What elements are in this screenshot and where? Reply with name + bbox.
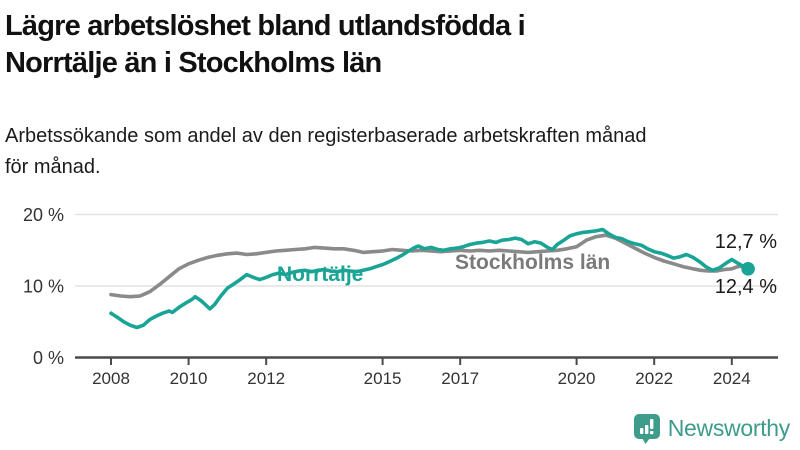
series-label-norrtalje: Norrtälje bbox=[277, 263, 363, 286]
newsworthy-bars-icon bbox=[633, 414, 660, 444]
x-tick-label-2012: 2012 bbox=[247, 369, 285, 388]
x-tick-label-2022: 2022 bbox=[635, 369, 673, 388]
y-tick-label-20: 20 % bbox=[23, 205, 64, 225]
x-tick-label-2024: 2024 bbox=[713, 369, 751, 388]
chart-title-line1: Lägre arbetslöshet bland utlandsfödda i bbox=[5, 10, 526, 42]
chart-title-line2: Norrtälje än i Stockholms län bbox=[5, 47, 382, 79]
chart-subtitle: Arbetssökande som andel av den registerb… bbox=[5, 121, 795, 183]
end-value-label-stockholm: 12,7 % bbox=[715, 231, 777, 253]
newsworthy-logo[interactable]: Newsworthy bbox=[633, 413, 790, 444]
chart-subtitle-line1: Arbetssökande som andel av den registerb… bbox=[5, 125, 647, 147]
series-end-dot-norrtalje bbox=[741, 262, 755, 276]
y-tick-label-10: 10 % bbox=[23, 277, 64, 297]
x-tick-label-2020: 2020 bbox=[558, 369, 596, 388]
y-tick-label-0: 0 % bbox=[33, 348, 64, 368]
chart-subtitle-line2: för månad. bbox=[5, 156, 101, 178]
series-line-norrtalje bbox=[109, 227, 750, 330]
newsworthy-logo-text: Newsworthy bbox=[667, 415, 791, 441]
series-label-stockholm: Stockholms län bbox=[455, 251, 610, 274]
chart-title: Lägre arbetslöshet bland utlandsfödda i … bbox=[5, 8, 775, 82]
x-tick-label-2015: 2015 bbox=[364, 369, 402, 388]
end-value-label-norrtalje: 12,4 % bbox=[715, 276, 777, 298]
series-line-stockholm bbox=[109, 233, 750, 299]
x-tick-label-2010: 2010 bbox=[170, 369, 208, 388]
x-tick-label-2008: 2008 bbox=[92, 369, 130, 388]
x-tick-label-2017: 2017 bbox=[441, 369, 479, 388]
